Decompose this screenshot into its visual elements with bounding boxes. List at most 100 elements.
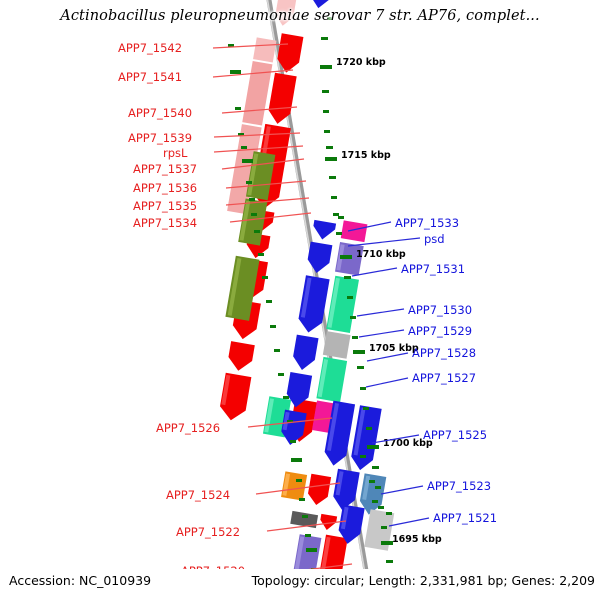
ruler-tick [369, 480, 375, 483]
ruler-tick [386, 512, 392, 515]
gene-label-app7-1536[interactable]: APP7_1536 [133, 181, 198, 195]
ruler-label-1710: 1710 kbp [356, 249, 406, 260]
ruler-tick [322, 90, 329, 93]
gene-label-app7-1528[interactable]: APP7_1528 [412, 346, 477, 360]
feature-forward-pink-box [239, 132, 260, 150]
ruler-tick-major [353, 350, 365, 354]
ruler-tick [344, 276, 351, 279]
feature-reverse-1521-group [338, 504, 395, 551]
accession-text: Accession: NC_010939 [9, 573, 152, 588]
gene-label-app7-1531[interactable]: APP7_1531 [401, 262, 466, 276]
ruler-tick [352, 336, 358, 339]
ruler-tick [326, 146, 333, 149]
ruler-tick-major [306, 548, 317, 552]
gene-label-psd[interactable]: psd [424, 232, 445, 246]
ruler-tick [381, 526, 387, 529]
ruler-tick [278, 373, 284, 376]
ruler-tick [372, 500, 378, 503]
ruler-tick [386, 560, 393, 563]
gene-label-app7-1525[interactable]: APP7_1525 [423, 428, 488, 442]
ruler-tick [228, 44, 234, 47]
sequence-details-text: Topology: circular; Length: 2,331,981 bp… [251, 573, 595, 588]
gene-label-app7-1539[interactable]: APP7_1539 [128, 131, 193, 145]
ruler-tick [363, 407, 369, 410]
ruler-tick [235, 107, 241, 110]
ruler-tick [366, 427, 372, 430]
ruler-tick-major [320, 65, 332, 69]
gene-label-app7-1530[interactable]: APP7_1530 [408, 303, 473, 317]
gene-label-app7-1522[interactable]: APP7_1522 [176, 525, 241, 539]
ruler-tick [372, 466, 379, 469]
gene-label-app7-1521[interactable]: APP7_1521 [433, 511, 498, 525]
ruler-tick [378, 506, 384, 509]
page-title: Actinobacillus pleuropneumoniae serovar … [60, 8, 540, 24]
gene-label-app7-1534[interactable]: APP7_1534 [133, 216, 198, 230]
ruler-tick [249, 198, 255, 201]
ruler-tick [290, 440, 296, 443]
feature-reverse-color-column [311, 220, 368, 435]
ruler-tick [241, 146, 247, 149]
gene-label-app7-1529[interactable]: APP7_1529 [408, 324, 473, 338]
feature-forward-pale [275, 0, 299, 26]
ruler-tick-major [325, 157, 337, 161]
ruler-tick [254, 230, 260, 233]
ruler-tick-major [340, 255, 352, 259]
ruler-label-1695: 1695 kbp [392, 534, 442, 545]
ruler-label-1700: 1700 kbp [383, 438, 433, 449]
ruler-tick [305, 534, 311, 537]
ruler-tick [327, 17, 333, 20]
ruler-tick [323, 110, 329, 113]
ruler-label-1715: 1715 kbp [341, 150, 391, 161]
ruler-tick [336, 232, 342, 235]
ruler-tick-major [230, 70, 241, 74]
ruler-tick [266, 300, 272, 303]
ruler-tick [258, 253, 264, 256]
feature-forward-1524-group [281, 471, 332, 505]
ruler-tick [321, 37, 328, 40]
ruler-tick-major [242, 159, 253, 163]
gene-label-app7-1524[interactable]: APP7_1524 [166, 488, 231, 502]
ruler-tick [350, 316, 356, 319]
ruler-tick [238, 133, 244, 136]
gene-label-app7-1540[interactable]: APP7_1540 [128, 106, 193, 120]
ruler-label-1705: 1705 kbp [369, 343, 419, 354]
ruler-tick [270, 325, 276, 328]
ruler-tick [299, 498, 305, 501]
ruler-tick [296, 479, 302, 482]
ruler-tick [324, 130, 330, 133]
ruler-tick [333, 213, 339, 216]
gene-label-rpsl[interactable]: rpsL [163, 146, 188, 160]
gene-label-app7-1537[interactable]: APP7_1537 [133, 162, 198, 176]
ruler-tick [246, 181, 252, 184]
ruler-tick [302, 515, 308, 518]
ruler-tick [329, 176, 336, 179]
gene-label-app7-1523[interactable]: APP7_1523 [427, 479, 492, 493]
gene-label-app7-1526[interactable]: APP7_1526 [156, 421, 221, 435]
ruler-tick [274, 349, 280, 352]
gene-label-app7-1535[interactable]: APP7_1535 [133, 199, 198, 213]
feature-reverse-1525-group [324, 400, 382, 471]
ruler-tick-major [367, 445, 379, 449]
ruler-tick [262, 276, 268, 279]
ruler-label-1720: 1720 kbp [336, 57, 386, 68]
ruler-tick-major [381, 541, 393, 545]
feature-reverse-blue-group [281, 219, 337, 446]
gene-label-app7-1527[interactable]: APP7_1527 [412, 371, 477, 385]
ruler-tick [251, 213, 257, 216]
status-bar: Accession: NC_010939 Topology: circular;… [0, 569, 600, 600]
ruler-tick [375, 486, 381, 489]
ruler-tick [360, 387, 366, 390]
feature-forward-1522-group [290, 510, 338, 530]
gene-label-app7-1541[interactable]: APP7_1541 [118, 70, 183, 84]
feature-reverse-top-arrow [309, 0, 333, 9]
ruler-tick [357, 366, 364, 369]
ruler-tick [331, 196, 337, 199]
gene-label-app7-1533[interactable]: APP7_1533 [395, 216, 460, 230]
feature-reverse-1523-group [333, 468, 387, 515]
ruler-tick [360, 455, 366, 458]
gene-label-app7-1542[interactable]: APP7_1542 [118, 41, 183, 55]
ruler-tick [338, 216, 344, 219]
